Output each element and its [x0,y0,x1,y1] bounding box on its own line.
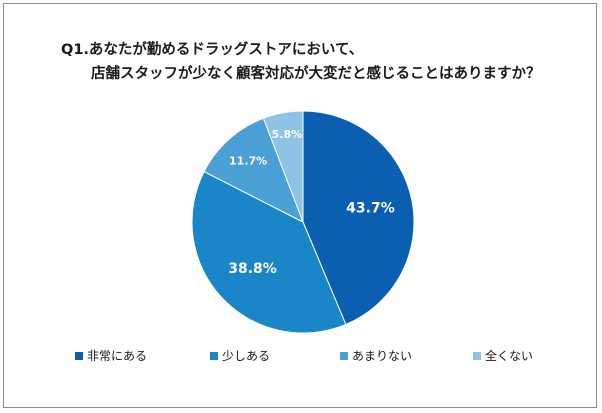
legend-swatch-0 [75,351,83,360]
legend-label-3: 全くない [485,349,534,363]
legend: 非常にある 少しある あまりない 全くない [0,347,602,367]
slice-label-3: 5.8% [272,128,303,141]
pie-slice-0 [302,110,415,326]
pie-slice-2 [203,117,304,224]
slice-label-1: 38.8% [228,261,277,277]
legend-item-0: 非常にある [75,347,147,364]
slice-label-0: 43.7% [346,200,395,216]
legend-swatch-3 [473,351,481,360]
chart-title-line-2: 店舗スタッフが少なく顧客対応が大変だと感じることはありますか？ [91,66,541,82]
chart-title-line-1: Q1.あなたが勤めるドラッグストアにおいて、 [61,42,364,58]
slice-label-2: 11.7% [229,154,267,167]
pie-slice-1 [191,170,347,334]
legend-label-1: 少しある [222,349,271,363]
legend-item-3: 全くない [473,347,533,364]
legend-swatch-2 [340,351,348,360]
legend-item-2: あまりない [340,347,412,364]
legend-label-0: 非常にある [87,349,148,363]
legend-label-2: あまりない [352,349,413,363]
pie-slice-3 [262,110,304,223]
legend-item-1: 少しある [210,347,270,364]
legend-swatch-1 [210,351,218,360]
